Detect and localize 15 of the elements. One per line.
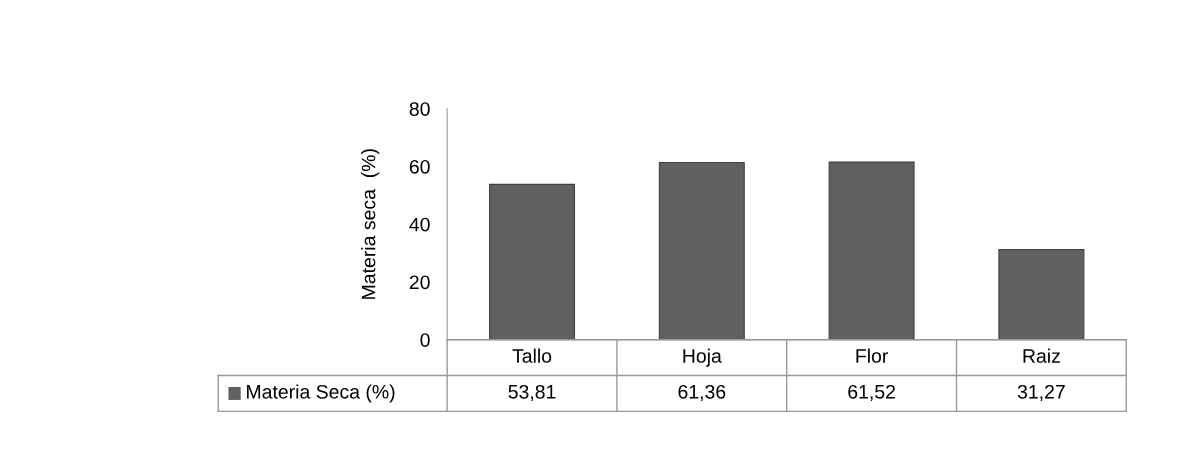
- y-tick-label: 20: [409, 275, 430, 290]
- x-tick-label: Tallo: [512, 348, 552, 363]
- y-tick-label: 60: [409, 159, 430, 174]
- y-tick-label: 80: [409, 102, 430, 116]
- data-label: 61,52: [848, 384, 895, 401]
- data-label: 31,27: [1017, 384, 1065, 401]
- y-tick-label: 40: [409, 217, 430, 232]
- x-tick-label: Raiz: [1023, 348, 1060, 363]
- x-tick-label: Flor: [856, 348, 889, 363]
- data-label: 53,81: [508, 384, 556, 401]
- x-tick-label: Hoja: [683, 348, 722, 367]
- data-label: 61,36: [678, 384, 726, 401]
- legend-label: Materia Seca (%): [247, 384, 395, 403]
- y-axis-title: Materia seca (%): [361, 149, 380, 299]
- y-tick-label: 0: [420, 333, 430, 347]
